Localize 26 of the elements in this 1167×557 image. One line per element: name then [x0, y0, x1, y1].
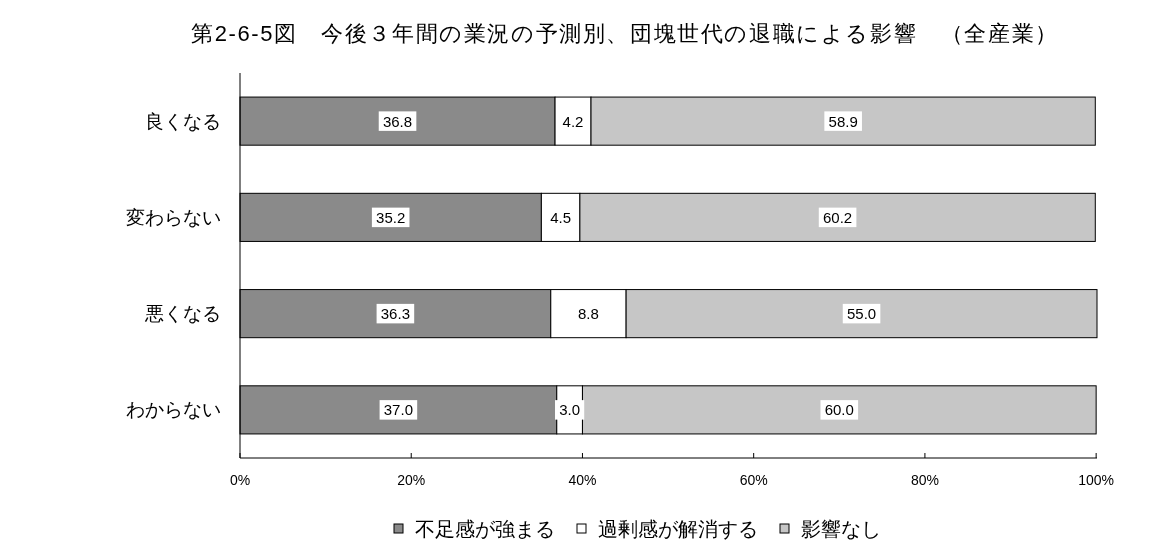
data-label: 4.5 — [550, 208, 572, 226]
y-tick-label: 良くなる — [145, 110, 221, 132]
legend-label: 過剰感が解消する — [598, 518, 758, 540]
data-label: 8.8 — [578, 305, 599, 323]
data-label: 60.0 — [824, 401, 854, 419]
y-tick-label: わからない — [126, 399, 221, 421]
legend-label: 影響なし — [801, 518, 881, 540]
data-label: 37.0 — [383, 401, 413, 419]
x-tick-label: 60% — [739, 472, 768, 488]
y-tick-label: 変わらない — [126, 206, 221, 228]
data-label: 35.2 — [376, 208, 406, 226]
data-label: 4.2 — [562, 112, 584, 130]
y-tick-label: 悪くなる — [144, 303, 221, 325]
x-tick-label: 0% — [229, 472, 251, 488]
data-label: 55.0 — [846, 305, 877, 323]
data-label: 36.3 — [380, 305, 410, 323]
x-tick-label: 20% — [397, 472, 426, 488]
x-tick-label: 40% — [568, 472, 597, 488]
x-tick-label: 80% — [910, 472, 939, 488]
chart-title: 第2-6-5図 今後３年間の業況の予測別、団塊世代の退職による影響 （全産業） — [191, 20, 1059, 46]
data-label: 60.2 — [822, 208, 853, 226]
data-label: 3.0 — [559, 401, 581, 419]
legend-label: 不足感が強まる — [415, 518, 555, 540]
x-tick-label: 100% — [1078, 472, 1115, 488]
data-label: 58.9 — [828, 112, 858, 130]
data-label: 36.8 — [382, 112, 413, 130]
